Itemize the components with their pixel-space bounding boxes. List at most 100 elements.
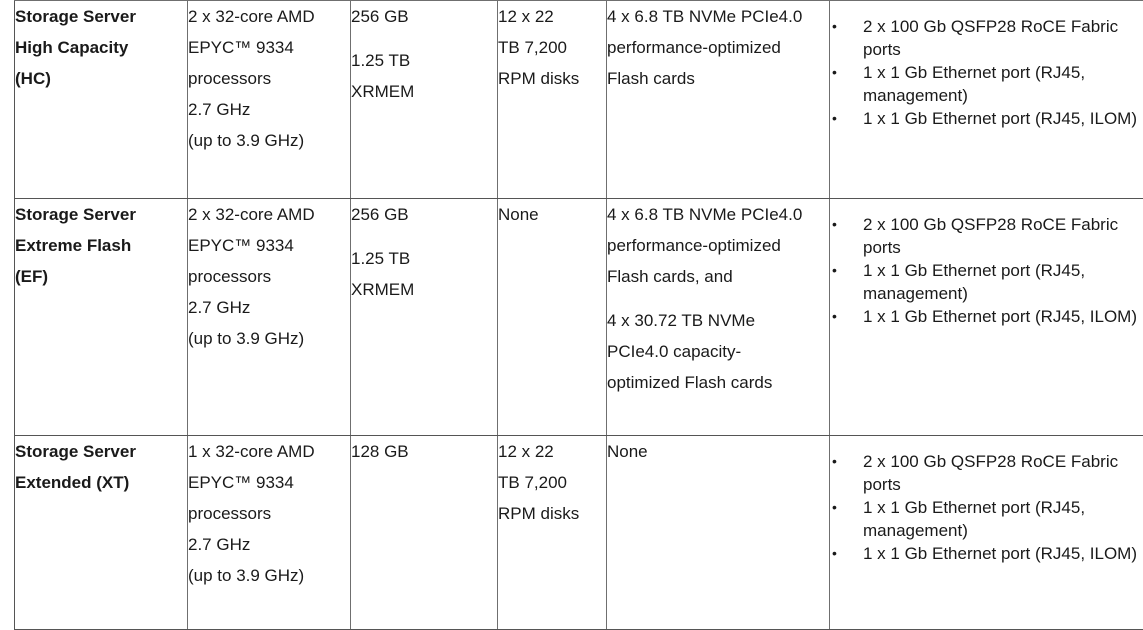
network-port-text: 2 x 100 Gb QSFP28 RoCE Fabric ports [863,17,1118,59]
flash-line: performance-optimized [607,230,829,261]
disk-line: RPM disks [498,63,606,94]
list-item: • 1 x 1 Gb Ethernet port (RJ45, managemen… [830,61,1143,107]
network-cell: • 2 x 100 Gb QSFP28 RoCE Fabric ports • 1 … [830,1,1143,199]
network-port-list: • 2 x 100 Gb QSFP28 RoCE Fabric ports • 1 … [830,449,1143,565]
flash-line: PCIe4.0 capacity- [607,336,829,367]
bullet-icon: • [832,542,837,565]
xrmem-line: XRMEM [351,76,497,107]
server-name-line: Extreme Flash [15,230,187,261]
server-name-line: High Capacity [15,32,187,63]
disk-line: TB 7,200 [498,32,606,63]
cpu-cell: 1 x 32-core AMD EPYC™ 9334 processors 2.… [188,436,351,630]
network-port-text: 1 x 1 Gb Ethernet port (RJ45, ILOM) [863,544,1137,563]
bullet-icon: • [832,15,837,38]
bullet-icon: • [832,259,837,282]
flash-line: optimized Flash cards [607,367,829,398]
xrmem-block: 1.25 TB XRMEM [351,243,497,305]
bullet-icon: • [832,305,837,328]
storage-server-spec-table: Storage Server High Capacity (HC) 2 x 32… [14,0,1143,630]
memory-cell: 256 GB 1.25 TB XRMEM [351,199,498,436]
table-row: Storage Server Extended (XT) 1 x 32-core… [15,436,1143,630]
server-name-cell: Storage Server Extended (XT) [15,436,188,630]
disk-line: TB 7,200 [498,467,606,498]
network-port-text: 2 x 100 Gb QSFP28 RoCE Fabric ports [863,215,1118,257]
flash-line: 4 x 30.72 TB NVMe [607,305,829,336]
flash-cell: 4 x 6.8 TB NVMe PCIe4.0 performance-opti… [607,1,830,199]
disk-line: None [498,199,606,230]
list-item: • 1 x 1 Gb Ethernet port (RJ45, managemen… [830,496,1143,542]
cpu-line: 1 x 32-core AMD [188,436,350,467]
server-name-line: (HC) [15,63,187,94]
flash-cell: 4 x 6.8 TB NVMe PCIe4.0 performance-opti… [607,199,830,436]
cpu-line: 2 x 32-core AMD [188,1,350,32]
cpu-cell: 2 x 32-core AMD EPYC™ 9334 processors 2.… [188,1,351,199]
disks-cell: None [498,199,607,436]
memory-value: 256 GB [351,1,497,32]
network-port-text: 1 x 1 Gb Ethernet port (RJ45, ILOM) [863,307,1137,326]
cpu-line: processors [188,498,350,529]
network-port-text: 1 x 1 Gb Ethernet port (RJ45, ILOM) [863,109,1137,128]
cpu-line: 2.7 GHz [188,292,350,323]
bullet-icon: • [832,213,837,236]
flash-line: 4 x 6.8 TB NVMe PCIe4.0 [607,199,829,230]
cpu-line: processors [188,261,350,292]
list-item: • 1 x 1 Gb Ethernet port (RJ45, ILOM) [830,305,1143,328]
list-item: • 1 x 1 Gb Ethernet port (RJ45, ILOM) [830,542,1143,565]
cpu-line: processors [188,63,350,94]
list-item: • 1 x 1 Gb Ethernet port (RJ45, managemen… [830,259,1143,305]
cpu-line: 2.7 GHz [188,529,350,560]
cpu-line: 2 x 32-core AMD [188,199,350,230]
memory-cell: 256 GB 1.25 TB XRMEM [351,1,498,199]
table-row: Storage Server High Capacity (HC) 2 x 32… [15,1,1143,199]
list-item: • 2 x 100 Gb QSFP28 RoCE Fabric ports [830,450,1143,496]
flash-line: None [607,436,829,467]
cpu-line: 2.7 GHz [188,94,350,125]
server-name-line: Storage Server [15,199,187,230]
xrmem-line: 1.25 TB [351,45,497,76]
flash-line: Flash cards [607,63,829,94]
bullet-icon: • [832,61,837,84]
cpu-line: (up to 3.9 GHz) [188,560,350,591]
cpu-line: EPYC™ 9334 [188,230,350,261]
network-port-text: 2 x 100 Gb QSFP28 RoCE Fabric ports [863,452,1118,494]
flash-line: Flash cards, and [607,261,829,292]
flash-line: performance-optimized [607,32,829,63]
server-name-cell: Storage Server Extreme Flash (EF) [15,199,188,436]
memory-value: 256 GB [351,199,497,230]
disk-line: 12 x 22 [498,436,606,467]
cpu-line: (up to 3.9 GHz) [188,125,350,156]
memory-value: 128 GB [351,436,497,467]
server-name-line: (EF) [15,261,187,292]
list-item: • 2 x 100 Gb QSFP28 RoCE Fabric ports [830,15,1143,61]
cpu-line: EPYC™ 9334 [188,467,350,498]
disk-line: 12 x 22 [498,1,606,32]
network-cell: • 2 x 100 Gb QSFP28 RoCE Fabric ports • 1 … [830,199,1143,436]
flash-cell: None [607,436,830,630]
bullet-icon: • [832,107,837,130]
list-item: • 1 x 1 Gb Ethernet port (RJ45, ILOM) [830,107,1143,130]
network-port-text: 1 x 1 Gb Ethernet port (RJ45, management… [863,498,1085,540]
server-name-cell: Storage Server High Capacity (HC) [15,1,188,199]
disk-line: RPM disks [498,498,606,529]
flash-secondary-block: 4 x 30.72 TB NVMe PCIe4.0 capacity- opti… [607,305,829,398]
memory-cell: 128 GB [351,436,498,630]
network-port-text: 1 x 1 Gb Ethernet port (RJ45, management… [863,63,1085,105]
disks-cell: 12 x 22 TB 7,200 RPM disks [498,436,607,630]
bullet-icon: • [832,450,837,473]
network-port-text: 1 x 1 Gb Ethernet port (RJ45, management… [863,261,1085,303]
server-name-line: Extended (XT) [15,467,187,498]
network-cell: • 2 x 100 Gb QSFP28 RoCE Fabric ports • 1 … [830,436,1143,630]
cpu-line: (up to 3.9 GHz) [188,323,350,354]
server-name-line: Storage Server [15,1,187,32]
table-row: Storage Server Extreme Flash (EF) 2 x 32… [15,199,1143,436]
cpu-line: EPYC™ 9334 [188,32,350,63]
server-name-line: Storage Server [15,436,187,467]
list-item: • 2 x 100 Gb QSFP28 RoCE Fabric ports [830,213,1143,259]
xrmem-block: 1.25 TB XRMEM [351,45,497,107]
disks-cell: 12 x 22 TB 7,200 RPM disks [498,1,607,199]
cpu-cell: 2 x 32-core AMD EPYC™ 9334 processors 2.… [188,199,351,436]
network-port-list: • 2 x 100 Gb QSFP28 RoCE Fabric ports • 1 … [830,212,1143,328]
xrmem-line: XRMEM [351,274,497,305]
bullet-icon: • [832,496,837,519]
network-port-list: • 2 x 100 Gb QSFP28 RoCE Fabric ports • 1 … [830,14,1143,130]
